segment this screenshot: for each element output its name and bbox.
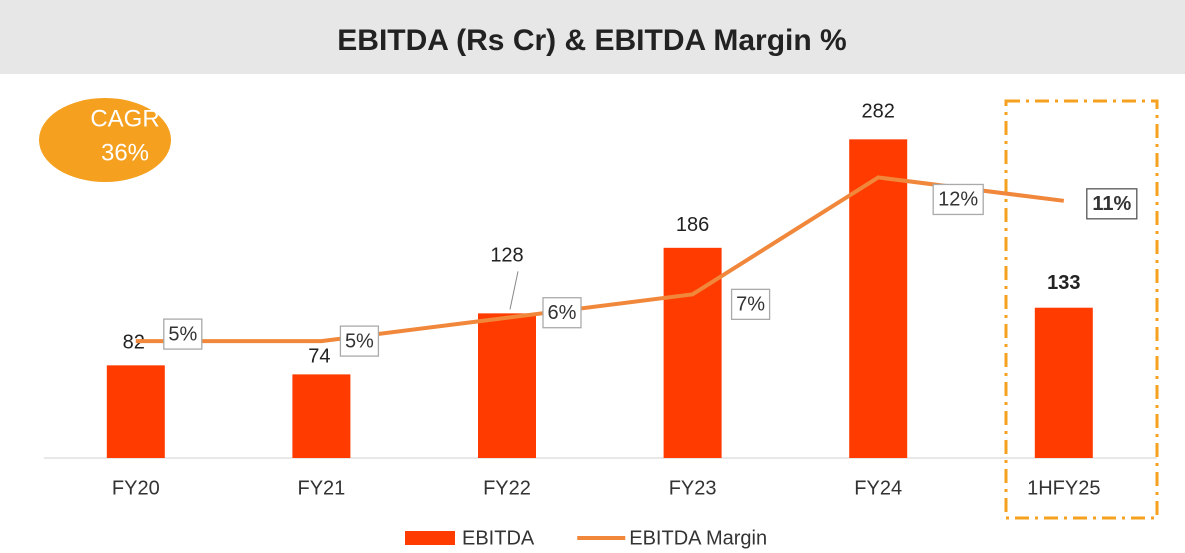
bar-value-label: 133: [1047, 272, 1080, 294]
line: [135, 175, 1065, 344]
value-label-box: [163, 318, 203, 350]
bar: [106, 365, 165, 458]
bar-value-label: 186: [676, 214, 709, 236]
bar-value-label: 282: [862, 101, 895, 123]
line-value-label: 7%: [736, 294, 765, 316]
x-tick-label: 1HFY25: [1027, 477, 1100, 499]
legend-label: EBITDA: [462, 527, 535, 549]
value-label-box: [1086, 188, 1138, 220]
bar: [1034, 307, 1093, 458]
bar-value-label: 74: [308, 346, 330, 368]
line-value-label: 11%: [1092, 193, 1131, 215]
value-label-box: [730, 288, 771, 320]
leader-line: [509, 271, 519, 310]
x-tick-label: FY24: [854, 477, 902, 499]
title-band: [0, 0, 1185, 74]
x-tick-label: FY22: [483, 477, 531, 499]
bar: [849, 139, 908, 458]
x-tick-label: FY21: [297, 477, 345, 499]
cagr-label: CAGR: [90, 105, 159, 132]
line-value-label: 5%: [168, 323, 197, 345]
value-label-box: [932, 183, 984, 216]
bar: [292, 374, 351, 458]
bar: [478, 313, 536, 458]
bar-value-label: 82: [123, 332, 145, 354]
bar-value-label: 128: [490, 245, 523, 267]
highlight-box: [1004, 99, 1159, 520]
value-label-box: [339, 325, 380, 357]
line-value-label: 12%: [938, 189, 978, 211]
line-value-label: 6%: [548, 302, 577, 324]
chart-title: EBITDA (Rs Cr) & EBITDA Margin %: [337, 24, 846, 57]
x-tick-label: FY20: [112, 477, 160, 499]
x-tick-label: FY23: [669, 477, 717, 499]
cagr-badge: [39, 98, 171, 182]
line-value-label: 5%: [345, 330, 374, 352]
value-label-box: [542, 297, 582, 329]
legend-swatch: [405, 531, 455, 545]
legend-label: EBITDA Margin: [629, 527, 767, 549]
cagr-value: 36%: [101, 139, 149, 166]
